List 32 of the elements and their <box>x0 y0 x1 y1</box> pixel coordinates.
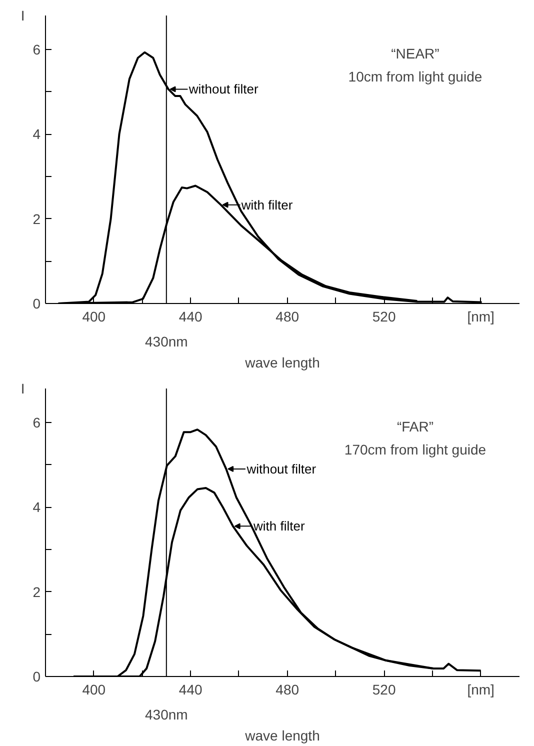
annotation: 10cm from light guide <box>348 68 482 85</box>
y-tick-label: 2 <box>32 584 41 600</box>
x-tick-label: 440 <box>178 682 202 698</box>
x-tick-label: 440 <box>178 308 202 324</box>
x-tick-label: 480 <box>276 682 300 698</box>
y-tick-label: 0 <box>32 668 41 684</box>
y-axis-title: I <box>20 8 25 24</box>
annotation: “FAR” <box>396 418 434 435</box>
y-tick-label: 2 <box>32 210 41 227</box>
x-tick-label: 400 <box>82 682 106 698</box>
y-tick-label: 4 <box>32 499 41 516</box>
legend-label: without filter <box>246 461 317 476</box>
x-axis-title: wave length <box>244 354 320 370</box>
y-tick-label: 6 <box>32 41 41 58</box>
ref-line-label: 430nm <box>145 706 188 722</box>
y-tick-label: 4 <box>32 126 41 142</box>
legend-label: without filter <box>188 82 259 97</box>
x-tick-label: 400 <box>82 308 106 324</box>
annotation: “NEAR” <box>391 46 440 62</box>
legend-label: with filter <box>240 197 294 212</box>
y-tick-label: 6 <box>32 414 41 430</box>
ref-line-label: 430nm <box>145 334 188 350</box>
x-tick-label: [nm] <box>467 308 494 324</box>
x-tick-label: 520 <box>372 308 396 324</box>
legend-label: with filter <box>252 518 306 534</box>
x-axis-title: wave length <box>244 728 320 744</box>
x-tick-label: 520 <box>372 682 396 698</box>
x-tick-label: 480 <box>276 308 300 324</box>
annotation: 170cm from light guide <box>344 442 486 458</box>
x-tick-label: [nm] <box>467 682 494 698</box>
y-axis-title: I <box>20 380 25 396</box>
y-tick-label: 0 <box>32 296 41 312</box>
